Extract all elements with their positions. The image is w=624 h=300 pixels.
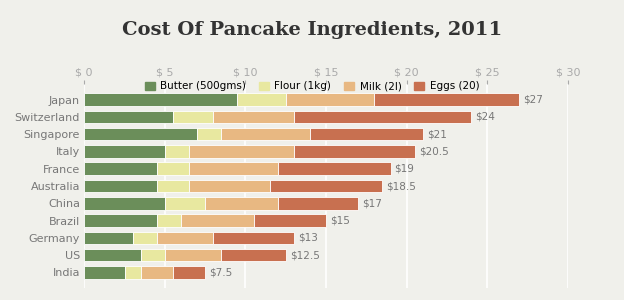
Bar bbox=[205, 197, 278, 209]
Bar bbox=[222, 249, 286, 261]
Bar bbox=[125, 266, 140, 279]
Text: $15: $15 bbox=[330, 216, 350, 226]
Bar bbox=[173, 111, 213, 123]
Bar bbox=[253, 214, 326, 227]
Bar bbox=[157, 232, 213, 244]
Bar bbox=[165, 249, 222, 261]
Bar bbox=[84, 214, 157, 227]
Bar bbox=[157, 180, 189, 192]
Bar bbox=[84, 249, 140, 261]
Bar bbox=[278, 163, 391, 175]
Bar bbox=[189, 163, 278, 175]
Bar bbox=[157, 214, 181, 227]
Bar bbox=[213, 232, 294, 244]
Bar bbox=[270, 180, 383, 192]
Text: $27: $27 bbox=[524, 94, 544, 104]
Bar bbox=[286, 93, 374, 106]
Bar bbox=[84, 180, 157, 192]
Bar bbox=[237, 93, 286, 106]
Text: $12.5: $12.5 bbox=[290, 250, 319, 260]
Text: $17: $17 bbox=[363, 198, 382, 208]
Bar bbox=[374, 93, 519, 106]
Text: $18.5: $18.5 bbox=[386, 181, 416, 191]
Bar bbox=[189, 180, 270, 192]
Bar bbox=[157, 163, 189, 175]
Bar bbox=[84, 111, 173, 123]
Bar bbox=[84, 197, 165, 209]
Bar bbox=[165, 145, 189, 158]
Text: Cost Of Pancake Ingredients, 2011: Cost Of Pancake Ingredients, 2011 bbox=[122, 21, 502, 39]
Bar bbox=[181, 214, 253, 227]
Bar bbox=[84, 93, 237, 106]
Text: $24: $24 bbox=[475, 112, 495, 122]
Text: $13: $13 bbox=[298, 233, 318, 243]
Bar bbox=[222, 128, 310, 140]
Bar bbox=[84, 163, 157, 175]
Bar bbox=[294, 111, 471, 123]
Bar bbox=[84, 145, 165, 158]
Bar bbox=[165, 197, 205, 209]
Bar bbox=[84, 232, 133, 244]
Text: $20.5: $20.5 bbox=[419, 146, 449, 156]
Bar bbox=[197, 128, 222, 140]
Bar bbox=[278, 197, 358, 209]
Legend: Butter (500gms), Flour (1kg), Milk (2l), Eggs (20): Butter (500gms), Flour (1kg), Milk (2l),… bbox=[140, 77, 484, 95]
Bar bbox=[140, 249, 165, 261]
Bar bbox=[140, 266, 173, 279]
Bar bbox=[294, 145, 415, 158]
Text: $21: $21 bbox=[427, 129, 447, 139]
Bar bbox=[84, 128, 197, 140]
Bar bbox=[213, 111, 294, 123]
Text: $19: $19 bbox=[394, 164, 414, 174]
Text: $7.5: $7.5 bbox=[209, 268, 232, 278]
Bar bbox=[84, 266, 125, 279]
Bar bbox=[133, 232, 157, 244]
Bar bbox=[310, 128, 423, 140]
Bar bbox=[189, 145, 294, 158]
Bar bbox=[173, 266, 205, 279]
